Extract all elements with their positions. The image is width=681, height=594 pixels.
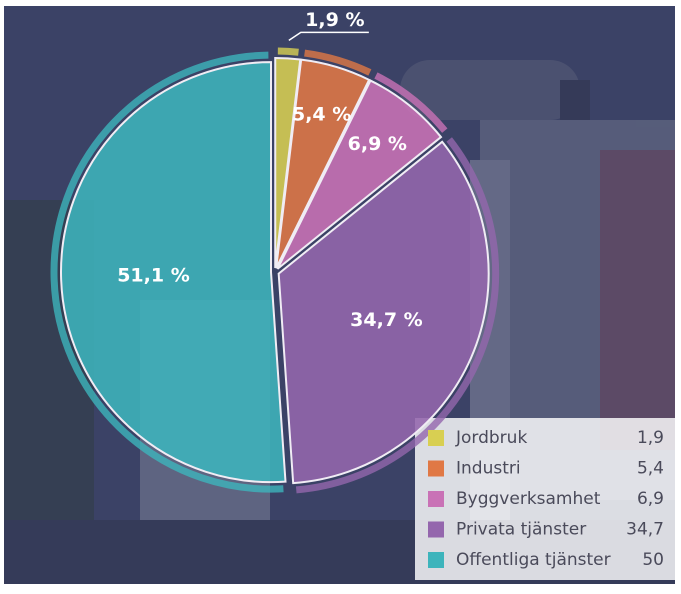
legend-swatch bbox=[428, 491, 444, 507]
slice-rim bbox=[50, 51, 284, 493]
data-label: 51,1 % bbox=[117, 265, 190, 287]
pie-slice bbox=[276, 79, 443, 270]
legend-label: Jordbruk bbox=[455, 428, 527, 448]
legend-box bbox=[415, 418, 675, 580]
pie-slice bbox=[277, 140, 490, 485]
pie-slice bbox=[275, 58, 371, 269]
legend-swatch bbox=[428, 521, 444, 538]
slice-rim bbox=[295, 137, 500, 494]
leader-line bbox=[288, 31, 369, 42]
slice-rim bbox=[304, 49, 372, 76]
data-label: 6,9 % bbox=[348, 133, 407, 155]
slice-rim bbox=[277, 47, 299, 56]
legend-label: Offentliga tjänster bbox=[456, 550, 611, 570]
data-label: 1,9 % bbox=[305, 9, 364, 31]
legend-label: Byggverksamhet bbox=[456, 489, 601, 509]
legend-swatch bbox=[428, 460, 444, 477]
legend-label: Industri bbox=[456, 459, 521, 479]
legend-value: 6,9 bbox=[637, 489, 664, 509]
pie-slice bbox=[60, 61, 287, 484]
legend-value: 5,4 bbox=[637, 459, 664, 479]
legend-value: 50 bbox=[642, 550, 664, 570]
data-label: 5,4 % bbox=[292, 104, 351, 126]
legend: Jordbruk 1,9 Industri 5,4 Byggverksamhet 6,9 P… bbox=[428, 428, 664, 570]
legend-swatch bbox=[428, 430, 444, 446]
legend-swatch bbox=[428, 552, 444, 568]
legend-value: 34,7 bbox=[626, 520, 664, 540]
slice-rim bbox=[374, 72, 448, 133]
legend-label: Privata tjänster bbox=[456, 520, 586, 540]
pie: 1,9 % 5,4 % 6,9 % 34,7 % 51,1 % bbox=[50, 9, 500, 494]
data-label: 34,7 % bbox=[350, 309, 423, 331]
legend-value: 1,9 bbox=[637, 428, 664, 448]
